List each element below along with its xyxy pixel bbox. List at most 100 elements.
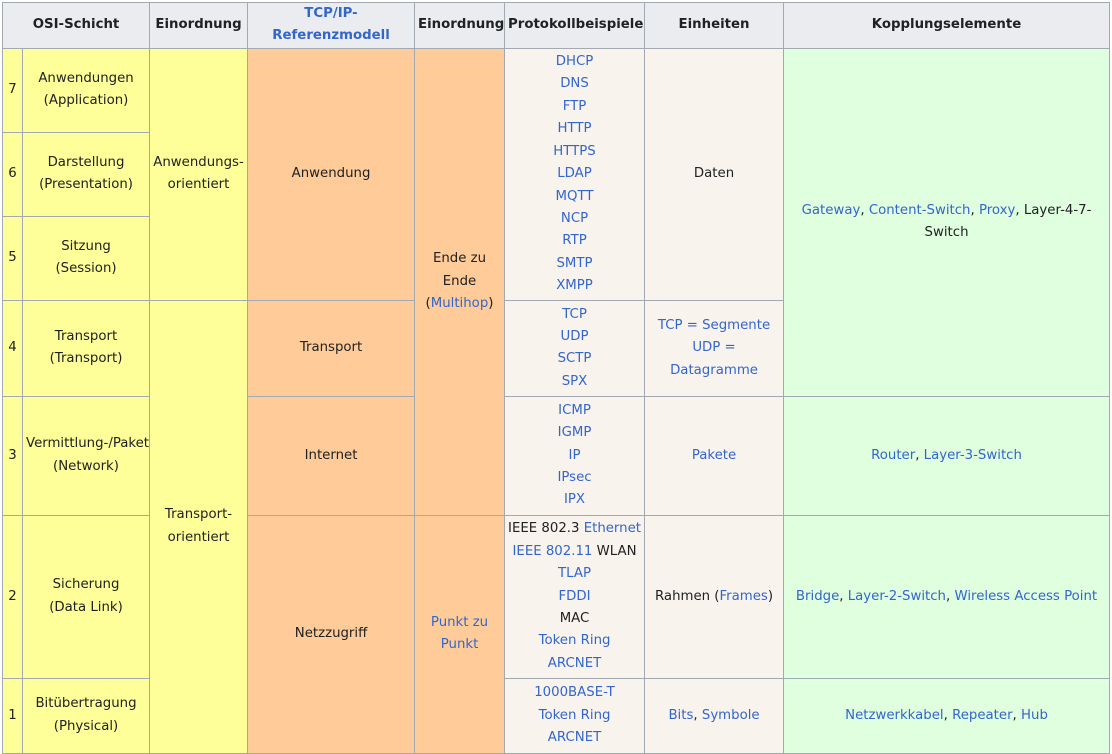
ieee80211-link[interactable]: IEEE 802.11 bbox=[512, 543, 593, 559]
header-einheiten: Einheiten bbox=[644, 2, 785, 49]
layer-name-en: (Presentation) bbox=[39, 177, 133, 193]
kopplung-text: Layer-4-7-Switch bbox=[924, 202, 1092, 241]
kopplung-link[interactable]: Content-Switch bbox=[868, 202, 971, 218]
protocols-physical: 1000BASE-T Token Ring ARCNET bbox=[504, 677, 646, 754]
header-osi-schicht: OSI-Schicht bbox=[1, 2, 151, 49]
einheit-link[interactable]: Symbole bbox=[701, 707, 760, 723]
layer-number: 5 bbox=[2, 215, 23, 301]
einheit-link[interactable]: UDP = Datagramme bbox=[670, 340, 758, 378]
einordnung-ende-zu-ende: Ende zu Ende (Multihop) bbox=[414, 47, 506, 516]
tcpip-link[interactable]: TCP/IP-Referenzmodell bbox=[272, 6, 390, 44]
layer-name: Sitzung bbox=[61, 238, 111, 254]
einordnung-label: Transport- bbox=[164, 507, 233, 523]
layer-number: 6 bbox=[2, 131, 23, 217]
protocol-link[interactable]: SMTP bbox=[556, 255, 593, 271]
protocol-link[interactable]: TCP bbox=[562, 306, 587, 322]
kopplung-link[interactable]: Gateway bbox=[801, 202, 861, 218]
layer-name: Sicherung bbox=[52, 577, 120, 593]
protocol-link[interactable]: FDDI bbox=[558, 588, 591, 604]
layer-name-application[interactable]: Anwendungen (Application) bbox=[21, 47, 151, 133]
protocol-link[interactable]: NCP bbox=[560, 210, 589, 226]
kopplung-link[interactable]: Router bbox=[871, 447, 916, 463]
punkt-zu-punkt-link[interactable]: Punkt bbox=[440, 637, 479, 653]
einordnung-anwendungsorientiert: Anwendungs- orientiert bbox=[149, 47, 249, 301]
protocols-transport: TCP UDP SCTP SPX bbox=[504, 299, 646, 397]
einheit-pakete: Pakete bbox=[644, 395, 785, 516]
einheit-link[interactable]: TCP = Segmente bbox=[657, 317, 771, 333]
header-kopplungselemente: Kopplungselemente bbox=[783, 2, 1111, 49]
einordnung-label: Ende bbox=[442, 273, 477, 289]
kopplung-link[interactable]: Layer-3-Switch bbox=[923, 447, 1022, 463]
tcpip-anwendung: Anwendung bbox=[247, 47, 416, 301]
kopplung-datalink: Bridge, Layer-2-Switch, Wireless Access … bbox=[783, 514, 1111, 679]
protocol-link[interactable]: IPX bbox=[563, 492, 586, 508]
layer-name-en: (Data Link) bbox=[49, 599, 123, 615]
layer-number: 3 bbox=[2, 395, 23, 516]
protocol-item: IEEE 802.11 WLAN bbox=[512, 543, 637, 559]
kopplung-upper: Gateway, Content-Switch, Proxy, Layer-4-… bbox=[783, 47, 1111, 397]
frames-link[interactable]: Frames bbox=[719, 588, 768, 604]
protocols-anwendung: DHCP DNS FTP HTTP HTTPS LDAP MQTT NCP RT… bbox=[504, 47, 646, 301]
layer-number: 7 bbox=[2, 47, 23, 133]
punkt-zu-punkt-link[interactable]: Punkt zu bbox=[430, 614, 489, 630]
protocol-link[interactable]: DHCP bbox=[555, 54, 594, 70]
multihop-link[interactable]: Multihop bbox=[430, 296, 489, 312]
einheit-link[interactable]: Pakete bbox=[691, 447, 737, 463]
kopplung-link[interactable]: Wireless Access Point bbox=[954, 588, 1098, 604]
kopplung-link[interactable]: Repeater bbox=[952, 707, 1013, 723]
layer-name-network: Vermittlung-/Paket (Network) bbox=[21, 395, 151, 516]
einheit-bits-symbole: Bits, Symbole bbox=[644, 677, 785, 754]
protocol-link[interactable]: HTTP bbox=[557, 121, 592, 137]
protocol-link[interactable]: HTTPS bbox=[553, 143, 596, 159]
protocol-link[interactable]: ICMP bbox=[558, 402, 591, 418]
einheit-rahmen: Rahmen (Frames) bbox=[644, 514, 785, 679]
layer-name-en: (Transport) bbox=[49, 351, 123, 367]
protocol-link[interactable]: Token Ring bbox=[538, 707, 611, 723]
header-einordnung: Einordnung bbox=[149, 2, 249, 49]
kopplung-physical: Netzwerkkabel, Repeater, Hub bbox=[783, 677, 1111, 754]
layer-name-en: (Network) bbox=[53, 458, 119, 474]
protocol-link[interactable]: DNS bbox=[560, 76, 589, 92]
protocol-link[interactable]: Token Ring bbox=[538, 633, 611, 649]
layer-name: Bitübertragung bbox=[35, 696, 137, 712]
header-tcpip-referenzmodell[interactable]: TCP/IP-Referenzmodell bbox=[247, 2, 416, 49]
einheit-segmente-datagramme: TCP = Segmente UDP = Datagramme bbox=[644, 299, 785, 397]
layer-name-transport: Transport (Transport) bbox=[21, 299, 151, 397]
kopplung-link[interactable]: Layer-2-Switch bbox=[847, 588, 946, 604]
ethernet-link[interactable]: Ethernet bbox=[583, 521, 641, 537]
layer-name: Darstellung bbox=[47, 154, 125, 170]
layer-number: 4 bbox=[2, 299, 23, 397]
einordnung-label: orientiert bbox=[167, 177, 230, 193]
protocol-link[interactable]: TLAP bbox=[558, 566, 591, 582]
protocol-link[interactable]: ARCNET bbox=[547, 655, 602, 671]
protocol-link[interactable]: SCTP bbox=[557, 351, 592, 367]
protocol-link[interactable]: 1000BASE-T bbox=[534, 685, 615, 701]
protocol-link[interactable]: ARCNET bbox=[547, 730, 602, 746]
layer-name-en: (Session) bbox=[55, 261, 117, 277]
layer-name: Transport bbox=[54, 328, 118, 344]
layer-number: 2 bbox=[2, 514, 23, 679]
protocol-link[interactable]: LDAP bbox=[557, 166, 592, 182]
layer-name-en: (Physical) bbox=[53, 718, 119, 734]
protocol-link[interactable]: UDP bbox=[560, 328, 589, 344]
kopplung-link[interactable]: Netzwerkkabel bbox=[845, 707, 944, 723]
kopplung-link[interactable]: Hub bbox=[1021, 707, 1048, 723]
kopplung-link[interactable]: Proxy bbox=[978, 202, 1016, 218]
protocols-internet: ICMP IGMP IP IPsec IPX bbox=[504, 395, 646, 516]
tcpip-internet: Internet bbox=[247, 395, 416, 516]
kopplung-link[interactable]: Bridge bbox=[795, 588, 840, 604]
protocols-sicherung: IEEE 802.3 Ethernet IEEE 802.11 WLAN TLA… bbox=[504, 514, 646, 679]
protocol-link[interactable]: XMPP bbox=[556, 278, 593, 294]
layer-name-physical: Bitübertragung (Physical) bbox=[21, 677, 151, 754]
header-protokollbeispiele: Protokollbeispiele bbox=[504, 2, 646, 49]
einheit-link[interactable]: Bits bbox=[668, 707, 694, 723]
protocol-link[interactable]: SPX bbox=[561, 373, 588, 389]
protocol-link[interactable]: RTP bbox=[562, 233, 587, 249]
protocol-link[interactable]: IP bbox=[568, 447, 581, 463]
protocol-link[interactable]: IPsec bbox=[557, 470, 592, 486]
protocol-link[interactable]: MQTT bbox=[555, 188, 594, 204]
einordnung-label: Ende zu bbox=[432, 251, 487, 267]
protocol-link[interactable]: FTP bbox=[562, 98, 587, 114]
protocol-link[interactable]: IGMP bbox=[557, 425, 592, 441]
